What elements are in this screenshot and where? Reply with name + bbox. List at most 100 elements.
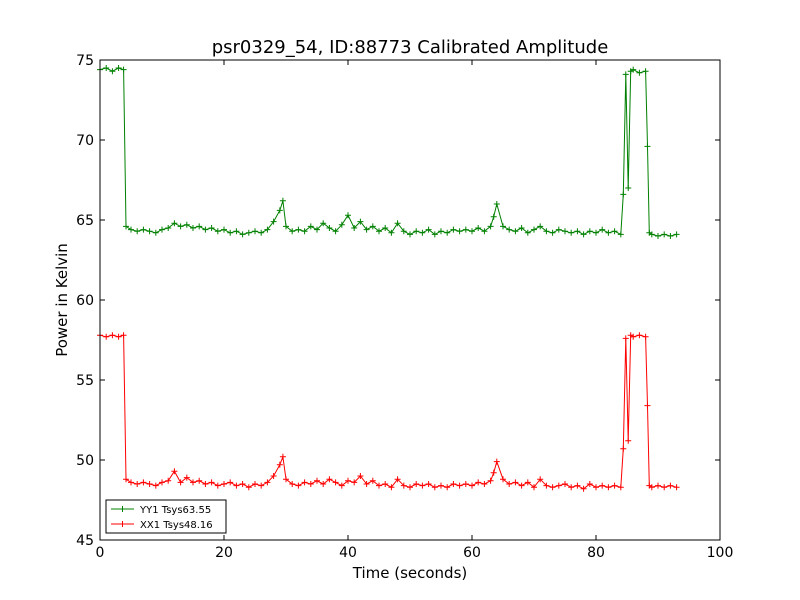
data-point	[512, 228, 519, 235]
data-point	[295, 226, 302, 233]
data-point	[438, 228, 444, 235]
data-point	[123, 476, 130, 483]
data-point	[555, 482, 562, 489]
data-point	[438, 482, 444, 489]
data-point	[490, 469, 497, 476]
data-point	[543, 482, 550, 489]
data-point	[562, 228, 568, 235]
data-point	[512, 479, 519, 486]
data-point	[642, 68, 649, 75]
data-point	[165, 225, 172, 231]
data-point	[202, 226, 209, 233]
data-point	[289, 228, 296, 235]
data-point	[444, 229, 451, 236]
data-point	[549, 229, 556, 236]
data-point	[661, 484, 668, 491]
data-point	[469, 228, 475, 235]
data-point	[363, 226, 370, 233]
data-point	[376, 228, 382, 235]
data-point	[320, 220, 327, 227]
data-point	[622, 335, 629, 342]
data-point	[644, 143, 651, 150]
data-point	[351, 479, 358, 486]
data-point	[221, 226, 227, 233]
data-point	[667, 233, 674, 239]
data-point	[655, 233, 661, 239]
data-point	[233, 228, 240, 235]
data-point	[208, 479, 215, 486]
data-point	[196, 223, 203, 230]
data-point	[394, 476, 401, 483]
data-point	[549, 484, 556, 491]
x-tick-label: 100	[707, 545, 734, 561]
data-point	[431, 231, 438, 238]
data-point	[413, 481, 420, 487]
plot-area	[97, 65, 680, 492]
data-point	[462, 226, 469, 233]
chart-title: psr0329_54, ID:88773 Calibrated Amplitud…	[212, 37, 609, 58]
data-point	[586, 481, 593, 487]
data-point	[338, 482, 345, 489]
data-point	[183, 221, 190, 228]
data-point	[196, 477, 203, 484]
data-point	[469, 482, 475, 489]
data-point	[357, 218, 364, 225]
data-point	[252, 228, 258, 235]
data-point	[625, 437, 632, 444]
data-point	[518, 225, 525, 231]
data-point	[475, 479, 482, 486]
data-point	[419, 229, 426, 236]
legend-label: XX1 Tsys48.16	[140, 520, 213, 531]
data-point	[326, 476, 333, 483]
data-point	[531, 484, 537, 491]
data-point	[605, 484, 612, 491]
data-point	[369, 223, 376, 230]
data-point	[208, 225, 215, 231]
data-point	[394, 220, 401, 227]
data-point	[252, 481, 258, 487]
y-tick-label: 65	[76, 213, 94, 229]
series-1	[97, 332, 680, 492]
data-point	[648, 484, 655, 491]
data-point	[605, 229, 612, 236]
data-point	[258, 229, 265, 236]
data-point	[580, 231, 587, 238]
data-point	[599, 482, 606, 489]
data-point	[611, 482, 618, 489]
data-point	[332, 228, 339, 235]
x-tick-label: 40	[339, 545, 357, 561]
data-point	[146, 228, 153, 235]
data-point	[165, 477, 172, 484]
data-point	[636, 69, 643, 76]
data-point	[648, 231, 655, 238]
x-axis: 0 20 40 60 80 100	[96, 60, 734, 561]
data-point	[159, 226, 165, 233]
data-point	[227, 229, 234, 236]
data-point	[301, 228, 308, 235]
data-point	[140, 479, 147, 486]
y-tick-label: 50	[76, 453, 94, 469]
data-point	[400, 228, 407, 235]
data-point	[146, 481, 153, 487]
data-point	[115, 333, 122, 340]
data-point	[543, 228, 550, 235]
y-tick-label: 75	[76, 53, 94, 69]
data-point	[152, 229, 159, 236]
data-point	[314, 226, 320, 233]
data-point	[332, 479, 339, 486]
legend-box	[105, 499, 227, 534]
data-point	[493, 458, 500, 465]
data-point	[382, 481, 389, 487]
data-point	[630, 333, 637, 340]
data-point	[301, 479, 308, 486]
data-point	[524, 229, 531, 236]
y-axis-label: Power in Kelvin	[53, 243, 71, 357]
data-point	[276, 207, 283, 214]
data-point	[109, 68, 116, 75]
data-point	[617, 484, 624, 491]
data-point	[413, 228, 420, 235]
data-point	[171, 468, 178, 475]
data-point	[673, 484, 680, 491]
data-point	[152, 482, 159, 489]
